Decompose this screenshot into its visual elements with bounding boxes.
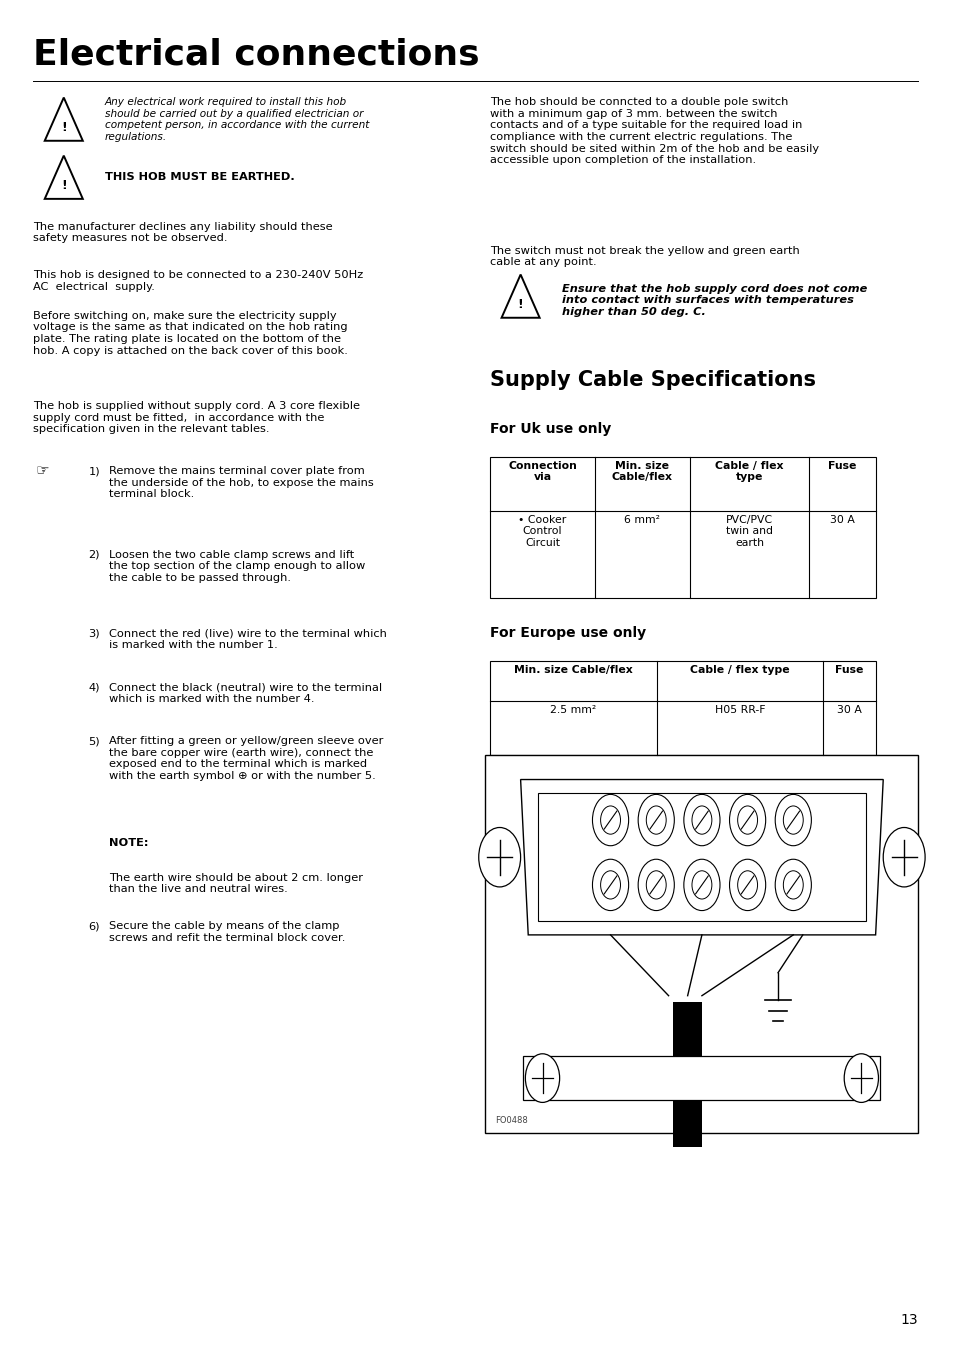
Text: 2): 2)	[89, 550, 100, 559]
Circle shape	[729, 794, 765, 846]
Circle shape	[638, 859, 674, 911]
Circle shape	[638, 794, 674, 846]
Text: H05 RR-F: H05 RR-F	[714, 705, 764, 715]
Text: 1): 1)	[89, 466, 100, 476]
Polygon shape	[520, 780, 882, 935]
Text: The hob is supplied without supply cord. A 3 core flexible
supply cord must be f: The hob is supplied without supply cord.…	[33, 401, 360, 435]
FancyBboxPatch shape	[523, 1056, 880, 1100]
Circle shape	[592, 859, 628, 911]
Text: Min. size Cable/flex: Min. size Cable/flex	[514, 665, 632, 674]
Text: Electrical connections: Electrical connections	[33, 38, 479, 72]
Circle shape	[592, 794, 628, 846]
Text: !: !	[61, 122, 67, 134]
Text: After fitting a green or yellow/green sleeve over
the bare copper wire (earth wi: After fitting a green or yellow/green sl…	[110, 736, 383, 781]
FancyBboxPatch shape	[490, 457, 875, 598]
Text: Before switching on, make sure the electricity supply
voltage is the same as tha: Before switching on, make sure the elect…	[33, 311, 348, 355]
Text: For Europe use only: For Europe use only	[490, 626, 645, 639]
Circle shape	[729, 859, 765, 911]
Text: Cable / flex type: Cable / flex type	[689, 665, 789, 674]
Text: Ensure that the hob supply cord does not come
into contact with surfaces with te: Ensure that the hob supply cord does not…	[561, 284, 866, 317]
Text: For Uk use only: For Uk use only	[490, 422, 611, 435]
Text: Supply Cable Specifications: Supply Cable Specifications	[490, 370, 816, 390]
Text: 5): 5)	[89, 736, 100, 746]
Text: Fuse: Fuse	[827, 461, 856, 470]
Text: 1: 1	[608, 848, 612, 857]
Text: Cable / flex
type: Cable / flex type	[715, 461, 783, 482]
Text: Min. size
Cable/flex: Min. size Cable/flex	[611, 461, 672, 482]
Text: Fuse: Fuse	[835, 665, 862, 674]
Text: Connect the red (live) wire to the terminal which
is marked with the number 1.: Connect the red (live) wire to the termi…	[110, 628, 387, 650]
Text: 13: 13	[900, 1313, 918, 1327]
Text: Secure the cable by means of the clamp
screws and refit the terminal block cover: Secure the cable by means of the clamp s…	[110, 921, 346, 943]
Circle shape	[843, 1054, 878, 1102]
Text: 3): 3)	[89, 628, 100, 638]
Text: 4: 4	[744, 848, 749, 857]
Text: 2: 2	[653, 848, 658, 857]
FancyBboxPatch shape	[537, 793, 865, 921]
Text: The switch must not break the yellow and green earth
cable at any point.: The switch must not break the yellow and…	[490, 246, 799, 267]
Text: 5: 5	[790, 848, 795, 857]
Text: ☞: ☞	[36, 463, 50, 478]
FancyBboxPatch shape	[485, 755, 918, 1133]
Circle shape	[775, 859, 810, 911]
Text: This hob is designed to be connected to a 230-240V 50Hz
AC  electrical  supply.: This hob is designed to be connected to …	[33, 270, 363, 292]
Text: FO0488: FO0488	[495, 1116, 527, 1125]
Text: NOTE:: NOTE:	[110, 838, 149, 847]
Text: • Cooker
Control
Circuit: • Cooker Control Circuit	[517, 515, 566, 549]
Text: 30 A: 30 A	[836, 705, 861, 715]
Text: Remove the mains terminal cover plate from
the underside of the hob, to expose t: Remove the mains terminal cover plate fr…	[110, 466, 374, 500]
Text: The earth wire should be about 2 cm. longer
than the live and neutral wires.: The earth wire should be about 2 cm. lon…	[110, 873, 363, 894]
Text: !: !	[61, 180, 67, 192]
Text: PVC/PVC
twin and
earth: PVC/PVC twin and earth	[725, 515, 772, 549]
Text: THIS HOB MUST BE EARTHED.: THIS HOB MUST BE EARTHED.	[105, 172, 294, 182]
Text: The hob should be conncted to a double pole switch
with a minimum gap of 3 mm. b: The hob should be conncted to a double p…	[490, 97, 819, 165]
Text: !: !	[517, 299, 523, 311]
Text: Connect the black (neutral) wire to the terminal
which is marked with the number: Connect the black (neutral) wire to the …	[110, 682, 382, 704]
Text: Any electrical work required to install this hob
should be carried out by a qual: Any electrical work required to install …	[105, 97, 369, 142]
Text: 4): 4)	[89, 682, 100, 692]
Text: Connection
via: Connection via	[508, 461, 577, 482]
Circle shape	[775, 794, 810, 846]
Circle shape	[882, 827, 924, 888]
Circle shape	[683, 859, 720, 911]
FancyBboxPatch shape	[673, 1002, 701, 1147]
Text: 3: 3	[699, 848, 703, 857]
Circle shape	[525, 1054, 559, 1102]
Text: The manufacturer declines any liability should these
safety measures not be obse: The manufacturer declines any liability …	[33, 222, 333, 243]
Text: 2.5 mm²: 2.5 mm²	[550, 705, 596, 715]
Text: Loosen the two cable clamp screws and lift
the top section of the clamp enough t: Loosen the two cable clamp screws and li…	[110, 550, 365, 584]
Text: 6 mm²: 6 mm²	[624, 515, 659, 524]
FancyBboxPatch shape	[490, 661, 875, 755]
Text: 30 A: 30 A	[829, 515, 854, 524]
Circle shape	[478, 827, 520, 888]
Circle shape	[683, 794, 720, 846]
Text: 6): 6)	[89, 921, 100, 931]
